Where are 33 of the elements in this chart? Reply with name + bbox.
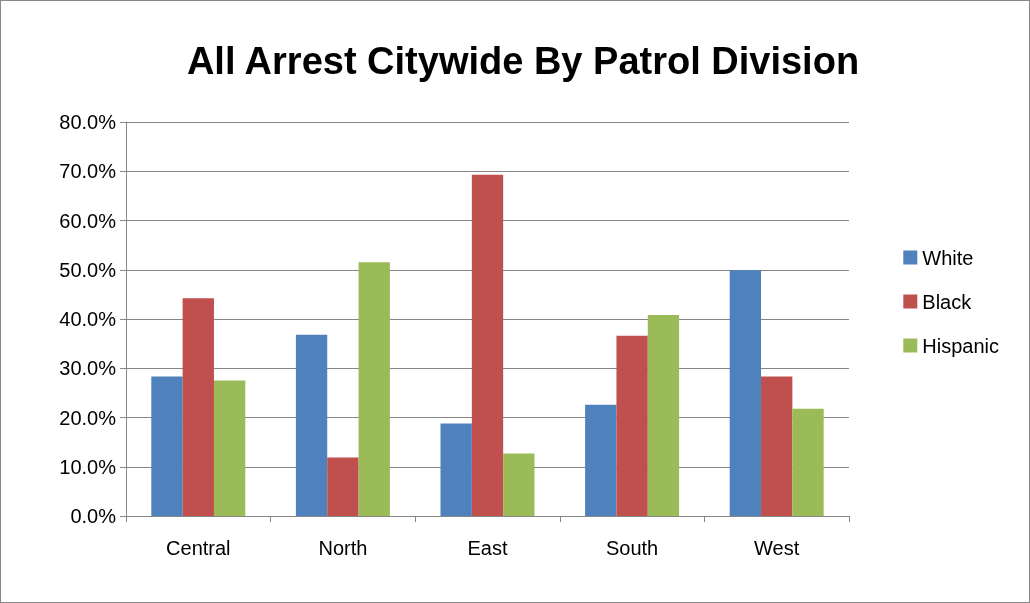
y-tick-label: 50.0% [59, 258, 117, 281]
chart-title: All Arrest Citywide By Patrol Division [186, 40, 860, 82]
y-tick-label: 30.0% [59, 357, 117, 380]
x-tick-label: Central [166, 537, 231, 559]
y-tick-label: 10.0% [59, 455, 117, 478]
x-tick-label: West [754, 537, 800, 559]
bar [151, 376, 183, 516]
y-tick-label: 0.0% [70, 505, 117, 527]
bar [358, 262, 390, 516]
bar [471, 174, 504, 516]
bar [503, 453, 535, 516]
y-tick-label: 80.0% [59, 111, 117, 133]
y-tick-label: 60.0% [59, 209, 117, 232]
bar [729, 270, 762, 516]
bar [647, 315, 680, 516]
bar [761, 376, 793, 516]
legend-label: Hispanic [922, 334, 999, 357]
x-tick-label: South [605, 537, 659, 559]
legend-label: White [922, 246, 974, 269]
bar [585, 404, 617, 516]
bar [213, 380, 246, 516]
bar [440, 423, 472, 516]
y-tick-label: 40.0% [59, 308, 117, 330]
legend-label: Black [922, 290, 973, 313]
x-tick-label: North [318, 537, 368, 559]
bar [792, 408, 824, 516]
bar [616, 335, 648, 516]
bar [327, 457, 359, 516]
bar [295, 334, 328, 516]
y-tick-label: 70.0% [59, 160, 117, 183]
y-tick-label: 20.0% [59, 406, 117, 429]
bar [182, 298, 214, 516]
x-tick-label: East [467, 537, 508, 559]
